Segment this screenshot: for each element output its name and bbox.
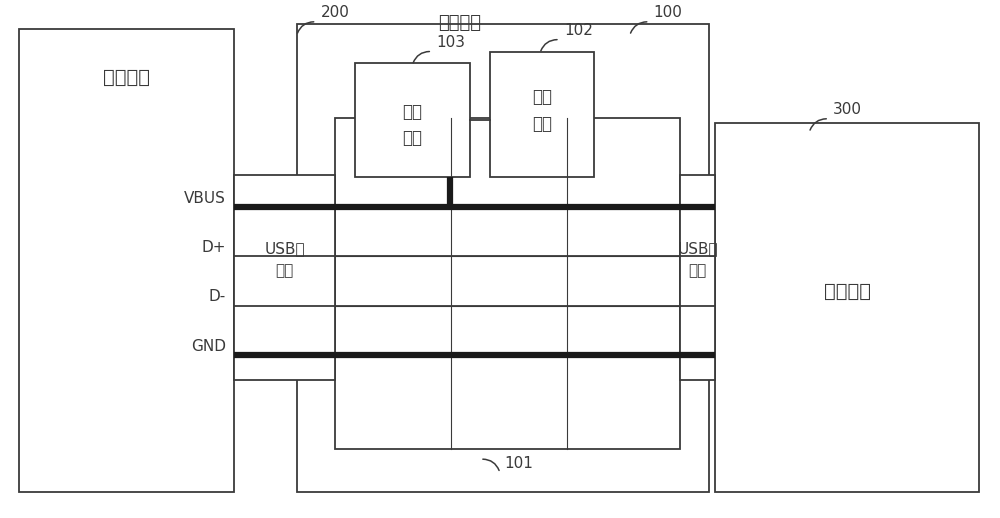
Bar <box>715 123 979 492</box>
Text: VBUS: VBUS <box>184 191 226 206</box>
Text: 控制
单元: 控制 单元 <box>402 103 422 148</box>
Text: 103: 103 <box>436 35 465 50</box>
Text: 100: 100 <box>654 5 682 20</box>
Text: 101: 101 <box>504 456 533 471</box>
Bar <box>490 52 594 177</box>
Text: 300: 300 <box>833 102 862 117</box>
Text: GND: GND <box>191 339 226 354</box>
Text: 200: 200 <box>320 5 349 20</box>
Bar <box>297 24 709 492</box>
Bar <box>355 63 470 177</box>
Bar <box>680 175 715 380</box>
Text: D+: D+ <box>201 240 226 255</box>
Text: 电子设备: 电子设备 <box>103 68 150 88</box>
Bar <box>19 29 234 492</box>
Bar <box>335 118 680 449</box>
Text: 散热装置: 散热装置 <box>439 14 482 32</box>
Text: USB连
接器: USB连 接器 <box>264 241 305 278</box>
Text: 散热
组件: 散热 组件 <box>532 88 552 133</box>
Text: D-: D- <box>209 290 226 305</box>
Text: USB连
接器: USB连 接器 <box>677 241 718 278</box>
Bar <box>234 175 335 380</box>
Text: 102: 102 <box>564 23 593 38</box>
Text: 充电设备: 充电设备 <box>824 281 871 300</box>
